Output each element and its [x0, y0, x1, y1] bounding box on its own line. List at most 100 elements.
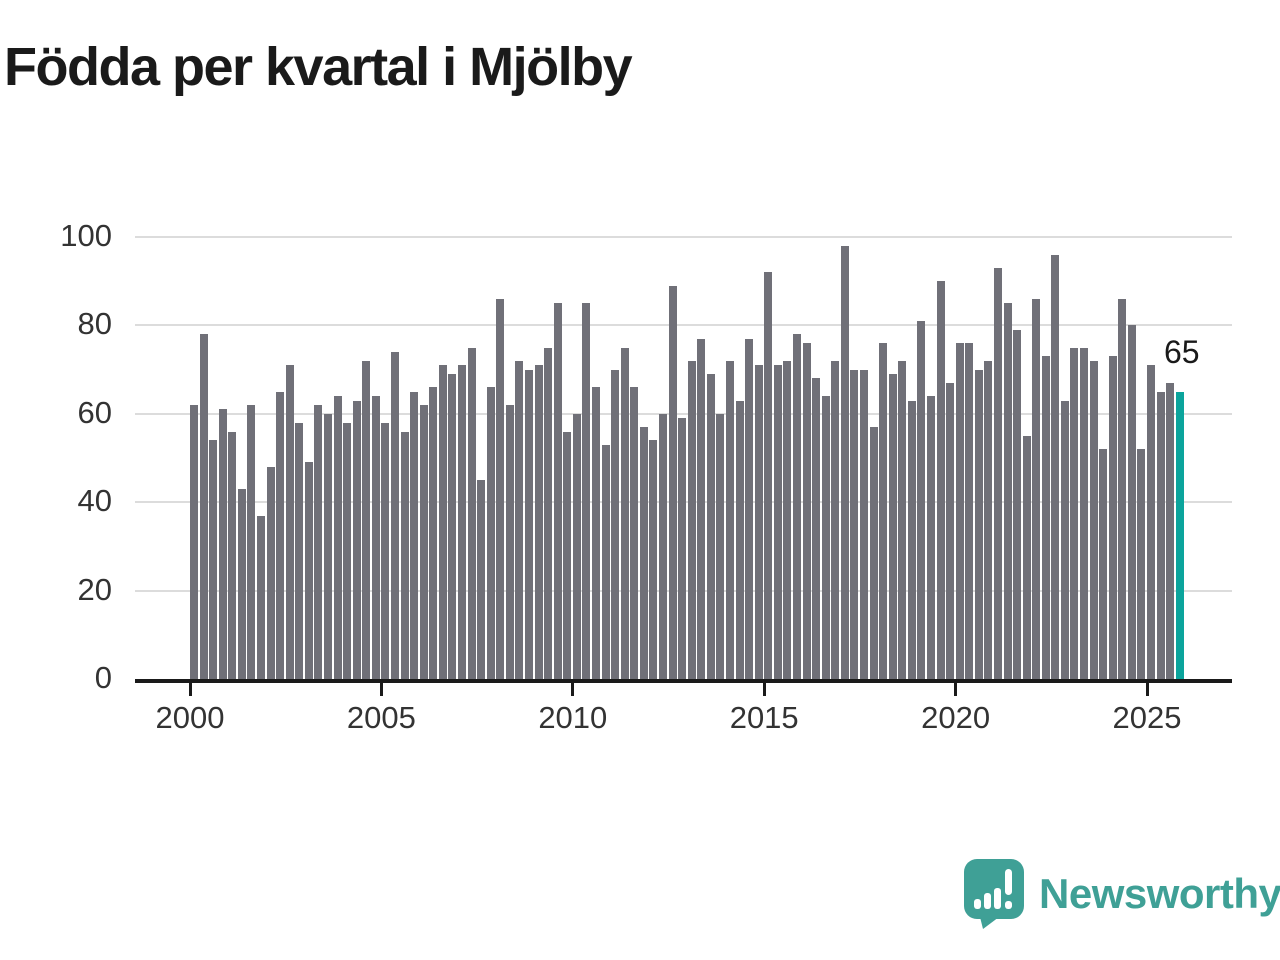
bar: [649, 440, 658, 679]
x-axis-tick-2025: [1145, 683, 1149, 696]
bar: [859, 369, 868, 679]
bar: [850, 369, 859, 679]
bar: [1041, 356, 1050, 679]
bar: [831, 360, 840, 679]
bar: [591, 387, 600, 679]
bar: [410, 391, 419, 679]
bar: [343, 422, 352, 679]
bar: [505, 405, 514, 679]
bar: [840, 245, 849, 679]
bar: [974, 369, 983, 679]
x-axis-label-2010: 2010: [538, 700, 608, 735]
y-axis-label-40: 40: [77, 483, 112, 519]
bar: [1080, 347, 1088, 679]
bar: [467, 347, 476, 679]
bar: [572, 413, 581, 679]
bar: [907, 400, 916, 679]
brand-name: Newsworthy: [1039, 870, 1280, 917]
x-axis-label-2025: 2025: [1112, 700, 1182, 735]
bar: [582, 303, 591, 679]
bar: [429, 387, 438, 679]
bar: [745, 338, 754, 679]
bar: [926, 396, 935, 679]
y-axis-label-100: 100: [60, 218, 112, 253]
bar: [735, 400, 744, 679]
newsworthy-logo-icon: [964, 859, 1024, 929]
y-axis-label-80: 80: [77, 306, 112, 342]
bar: [984, 360, 993, 679]
bar: [266, 466, 275, 679]
bar: [199, 334, 208, 679]
x-axis-tick-2005: [379, 683, 383, 696]
bar: [1127, 325, 1136, 679]
bar: [658, 413, 667, 679]
bar: [993, 267, 1002, 679]
bar: [1108, 356, 1117, 679]
bar: [697, 338, 706, 679]
bar: [812, 378, 821, 679]
x-axis-tick-2000: [188, 683, 192, 696]
bar: [639, 427, 648, 679]
bar: [563, 431, 572, 679]
bar: [324, 413, 332, 679]
bar: [371, 396, 380, 679]
bar: [228, 431, 237, 679]
bar: [477, 480, 486, 679]
bar: [792, 334, 801, 679]
x-axis-tick-2020: [954, 683, 958, 696]
bar: [946, 382, 954, 679]
bar: [1022, 435, 1031, 679]
gridline-y100: [135, 236, 1232, 238]
x-axis-label-2000: 2000: [155, 700, 225, 735]
x-axis-label-2015: 2015: [729, 700, 799, 735]
y-axis-label-0: 0: [94, 660, 112, 695]
bar: [257, 515, 265, 679]
bar: [515, 360, 524, 679]
bar: [898, 360, 907, 679]
bar: [965, 343, 974, 679]
bar: [400, 431, 409, 679]
chart-title: Födda per kvartal i Mjölby: [4, 37, 633, 97]
bar: [764, 272, 773, 679]
bar: [218, 409, 227, 679]
x-axis-tick-2010: [571, 683, 575, 696]
bar: [1013, 329, 1021, 679]
bar: [879, 343, 887, 679]
bar: [448, 374, 457, 679]
bar: [620, 347, 629, 679]
bar: [276, 391, 285, 679]
bar: [917, 321, 926, 679]
bar: [285, 365, 294, 679]
bar: [544, 347, 553, 679]
bar: [1118, 298, 1127, 679]
bar: [1003, 303, 1012, 679]
bar: [687, 360, 696, 679]
x-axis-label-2020: 2020: [921, 700, 991, 735]
bar: [783, 360, 792, 679]
bar: [190, 405, 198, 679]
highlighted-bar-latest-quarter: [1175, 391, 1184, 679]
bar: [678, 418, 687, 679]
bar: [486, 387, 495, 679]
bar: [955, 343, 964, 679]
bar: [247, 405, 256, 679]
bar: [295, 422, 304, 679]
bar: [1156, 391, 1165, 679]
bar: [706, 374, 715, 679]
bar: [773, 365, 782, 679]
bar: [333, 396, 342, 679]
bar: [419, 405, 428, 679]
bar: [352, 400, 361, 679]
bar: [237, 488, 246, 679]
bar: [1166, 382, 1175, 679]
bar: [754, 365, 763, 679]
bar: [209, 440, 218, 679]
bar: [304, 462, 313, 679]
bar: [869, 427, 878, 679]
bar: [314, 405, 323, 679]
bar: [362, 360, 371, 679]
bar: [1099, 449, 1108, 679]
bar: [496, 298, 505, 679]
bar: [821, 396, 830, 679]
